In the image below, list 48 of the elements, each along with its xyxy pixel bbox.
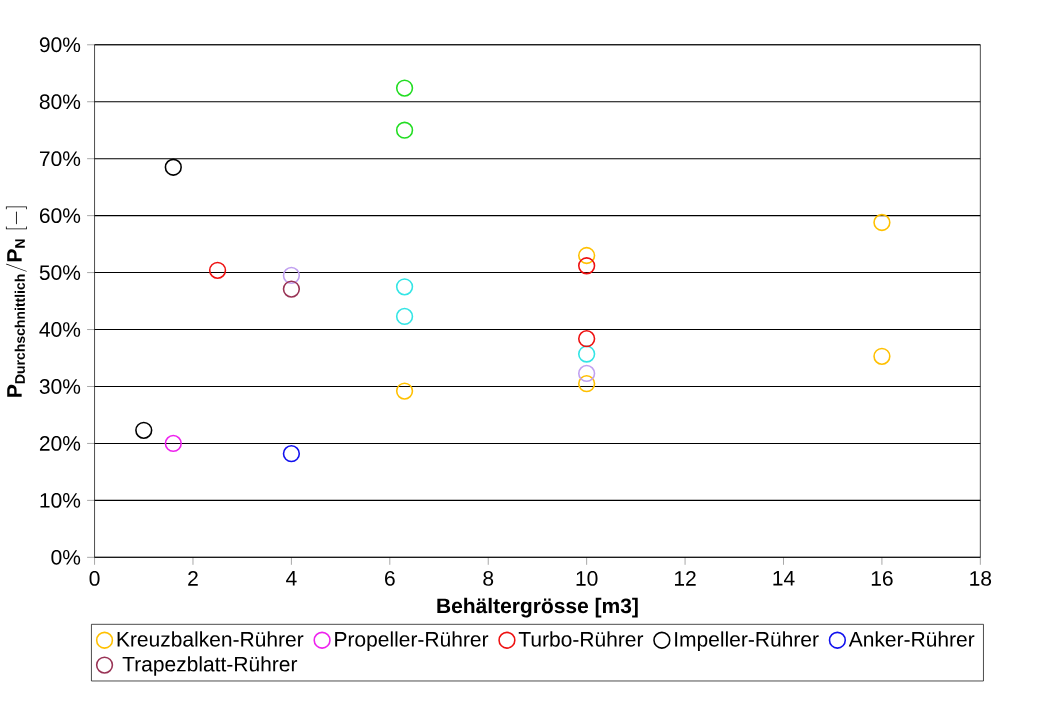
point — [282, 266, 301, 285]
point — [395, 278, 414, 296]
point — [395, 307, 414, 326]
y-tick-label: 10% — [40, 493, 81, 508]
x-tick-label: 10 — [576, 571, 598, 587]
x-tick-label: 6 — [385, 571, 395, 587]
y-axis-title: $\mathbf{P_{Durchschnittlich}/P_{N}\;[-]}$ — [5, 206, 27, 397]
point — [282, 445, 301, 463]
point — [135, 421, 153, 440]
x-tick-label: 18 — [970, 571, 992, 587]
point — [577, 247, 596, 265]
x-tick-label: 14 — [773, 571, 795, 586]
x-tick-label: 16 — [871, 571, 893, 587]
x-tick-label: 12 — [674, 571, 696, 586]
point — [577, 364, 596, 383]
point — [577, 330, 596, 348]
x-tick-label: 4 — [286, 571, 297, 586]
y-tick-label: 0% — [51, 550, 81, 565]
y-tick-label: 20% — [39, 436, 81, 452]
point — [164, 158, 182, 177]
point — [873, 214, 891, 232]
legend-label: Trapezblatt-Rührer — [122, 656, 298, 676]
point — [577, 375, 596, 393]
point — [208, 261, 227, 280]
y-tick-label: 50% — [39, 265, 81, 281]
y-tick-label: 60% — [39, 208, 81, 224]
y-tick-label: 90% — [39, 37, 81, 53]
point — [282, 280, 301, 298]
point — [577, 345, 596, 363]
point — [577, 257, 596, 275]
point — [395, 382, 414, 400]
legend-label: Kreuzbalken-Rührer — [117, 631, 304, 647]
point — [395, 121, 414, 140]
x-tick-label: 8 — [483, 571, 494, 587]
y-tick-label: 30% — [39, 379, 81, 395]
x-tick-label: 0 — [89, 571, 100, 587]
y-tick-label: 80% — [39, 94, 81, 110]
x-tick-label: 2 — [188, 571, 198, 586]
x-axis-title: Behältergrösse [m3] — [437, 598, 638, 618]
legend-label: Turbo-Rührer — [518, 631, 644, 647]
legend-label: Anker-Rührer — [848, 631, 975, 647]
y-tick-label: 70% — [39, 151, 81, 167]
legend-label: Propeller-Rührer — [335, 631, 489, 652]
point — [164, 434, 182, 453]
y-tick-label: 40% — [39, 322, 81, 338]
point — [395, 79, 414, 97]
legend-label: Impeller-Rührer — [675, 631, 819, 652]
point — [873, 347, 891, 366]
